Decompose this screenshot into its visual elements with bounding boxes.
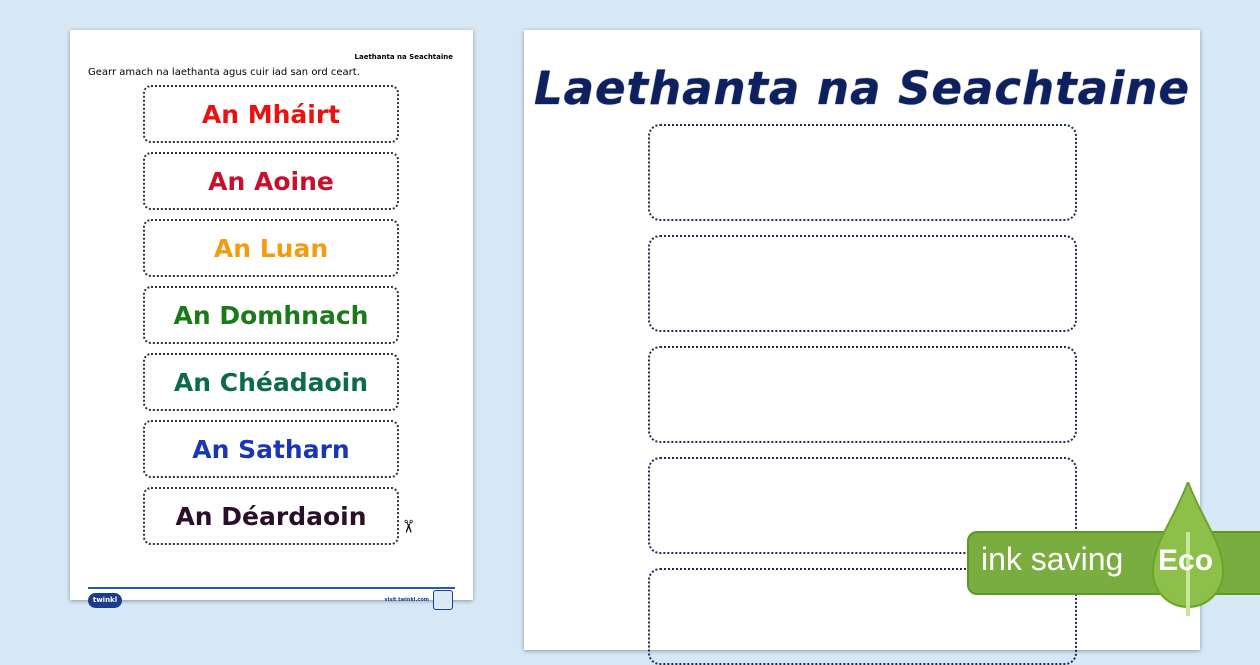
day-card: An Chéadaoin xyxy=(143,353,399,411)
eco-badge-text: ink saving xyxy=(981,541,1124,577)
scissors-icon: ✂ xyxy=(397,518,419,535)
answer-box xyxy=(648,124,1077,221)
twinkl-logo: twinkl xyxy=(88,593,122,608)
worksheet-page: Laethanta na Seachtaine Gearr amach na l… xyxy=(70,30,473,610)
footer-divider xyxy=(88,587,455,589)
worksheet-header: Laethanta na Seachtaine xyxy=(354,53,453,61)
leaf-icon xyxy=(1151,482,1225,616)
day-card: An Aoine xyxy=(143,152,399,210)
day-card: An Domhnach xyxy=(143,286,399,344)
answer-box xyxy=(648,457,1077,554)
footer-link[interactable]: visit twinkl.com xyxy=(384,597,429,603)
day-card: An Luan xyxy=(143,219,399,277)
day-card: An Satharn xyxy=(143,420,399,478)
page-title: Laethanta na Seachtaine xyxy=(534,62,1190,115)
instruction-text: Gearr amach na laethanta agus cuir iad s… xyxy=(88,67,360,78)
eco-label: Eco xyxy=(1158,544,1214,577)
day-card: An Déardaoin xyxy=(143,487,399,545)
answer-box xyxy=(648,235,1077,332)
answer-sheet-page: Laethanta na Seachtaine xyxy=(524,30,1200,665)
quality-badge-icon xyxy=(433,590,453,610)
answer-box xyxy=(648,346,1077,443)
day-card: An Mháirt xyxy=(143,85,399,143)
